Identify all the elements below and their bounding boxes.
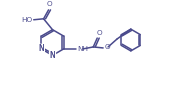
Text: N: N (39, 44, 44, 53)
Text: N: N (50, 51, 55, 60)
Text: O: O (96, 30, 102, 36)
Text: NH: NH (77, 46, 88, 52)
Text: N: N (39, 44, 44, 53)
Text: N: N (50, 51, 55, 60)
Text: O: O (105, 44, 110, 50)
Text: O: O (47, 1, 52, 7)
Text: HO: HO (22, 17, 33, 23)
Text: N: N (50, 51, 55, 60)
Text: N: N (39, 44, 44, 53)
